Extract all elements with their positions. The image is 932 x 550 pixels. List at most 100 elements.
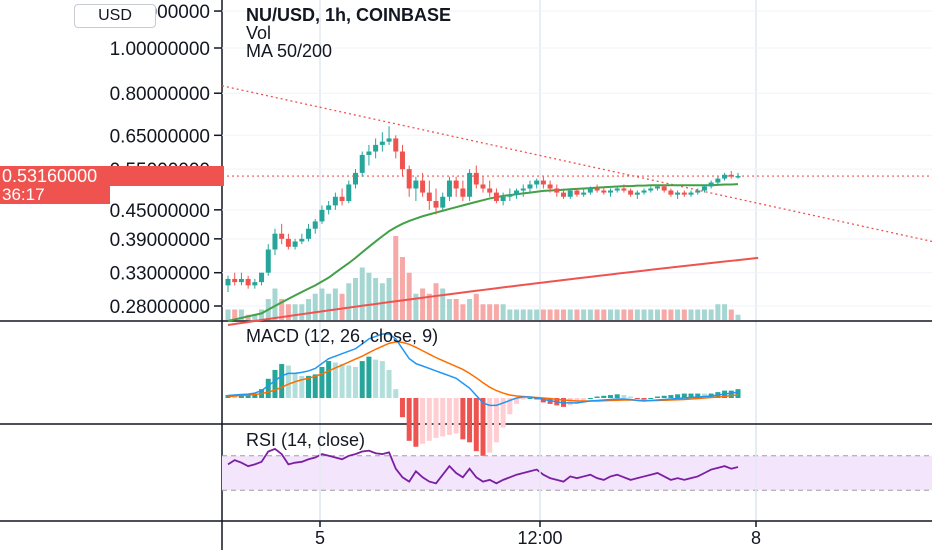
macd-histogram-bar	[634, 398, 640, 399]
volume-bar	[272, 288, 278, 320]
candle-body	[540, 180, 546, 185]
candle-body	[487, 188, 493, 193]
volume-bar	[379, 283, 385, 320]
candle-body	[587, 188, 593, 193]
macd-histogram-bar	[399, 398, 405, 418]
volume-bar	[399, 257, 405, 320]
macd-histogram-bar	[668, 395, 674, 398]
macd-histogram-bar	[386, 369, 392, 398]
candle-body	[634, 192, 640, 195]
volume-bar	[420, 288, 426, 320]
volume-bar	[722, 304, 728, 320]
volume-bar	[366, 272, 372, 320]
candle-body	[601, 190, 607, 193]
candle-body	[473, 172, 479, 185]
volume-bar	[708, 309, 714, 320]
macd-histogram-bar	[514, 398, 520, 404]
candle-body	[708, 182, 714, 187]
candle-body	[446, 180, 452, 197]
rsi-line	[227, 447, 739, 485]
candle-body	[527, 184, 533, 189]
volume-bar	[306, 299, 312, 320]
volume-bar	[259, 309, 265, 320]
macd-histogram-bar	[453, 398, 459, 434]
candle-body	[722, 174, 728, 179]
macd-histogram-bar	[306, 375, 312, 398]
volume-bar	[426, 293, 432, 320]
macd-histogram-bar	[366, 356, 372, 398]
volume-bar	[567, 309, 573, 320]
candle-body	[379, 141, 385, 145]
candle-body	[326, 205, 332, 210]
candle-body	[581, 192, 587, 195]
candle-body	[460, 188, 466, 197]
candle-body	[339, 196, 345, 202]
candle-body	[608, 190, 613, 193]
macd-histogram-bar	[648, 398, 654, 399]
macd-histogram-bar	[406, 398, 412, 441]
macd-histogram-bar	[339, 364, 345, 398]
volume-bar	[339, 293, 345, 320]
macd-histogram-bar	[279, 364, 285, 398]
price-tick-label: 0.65000000	[110, 126, 210, 147]
macd-histogram-bar	[446, 398, 452, 435]
volume-bar	[319, 288, 325, 320]
macd-histogram-bar	[735, 389, 741, 398]
candle-body	[520, 188, 526, 191]
macd-histogram-bar	[527, 398, 533, 399]
volume-bar	[675, 309, 681, 320]
macd-histogram-bar	[332, 362, 338, 398]
macd-histogram-bar	[728, 390, 734, 398]
volume-bar	[701, 309, 707, 320]
indicator-vol-label: Vol	[246, 23, 272, 43]
volume-bar	[386, 278, 392, 320]
volume-bar	[225, 309, 231, 320]
volume-bar	[238, 309, 244, 320]
volume-bar	[393, 236, 399, 320]
macd-histogram-bar	[245, 395, 251, 398]
current-price-tag: 0.53160000	[0, 166, 224, 186]
candle-body	[654, 186, 660, 189]
volume-bar	[346, 283, 352, 320]
volume-bar	[467, 299, 473, 320]
volume-bar	[574, 309, 580, 320]
macd-histogram-bar	[460, 398, 466, 440]
price-tick-label: 0.80000000	[110, 84, 210, 105]
volume-bar	[601, 309, 607, 320]
candle-body	[232, 278, 238, 283]
candle-body	[440, 196, 446, 208]
price-tick-label: 0.28000000	[110, 297, 210, 318]
candle-body	[681, 192, 687, 195]
macd-histogram-bar	[440, 398, 446, 437]
macd-histogram-bar	[413, 398, 419, 447]
candle-body	[574, 190, 580, 195]
macd-histogram-bar	[433, 398, 439, 438]
volume-bar	[252, 314, 258, 320]
volume-bar	[292, 304, 298, 320]
candle-body	[621, 188, 627, 191]
candle-body	[728, 174, 734, 177]
volume-bar	[681, 309, 687, 320]
macd-histogram-bar	[614, 394, 620, 398]
candle-countdown: 36:17	[0, 186, 110, 204]
macd-histogram-bar	[312, 374, 318, 398]
macd-histogram-bar	[661, 395, 667, 398]
volume-bar	[353, 278, 358, 320]
currency-badge[interactable]: USD	[74, 4, 156, 28]
volume-bar	[359, 267, 365, 320]
volume-bar	[621, 309, 627, 320]
candle-body	[534, 180, 540, 185]
candle-body	[259, 272, 265, 283]
macd-histogram-bar	[493, 398, 499, 443]
volume-bar	[547, 309, 553, 320]
macd-histogram-bar	[285, 365, 291, 398]
candle-body	[238, 278, 244, 283]
candle-body	[413, 180, 419, 189]
volume-bar	[641, 309, 647, 320]
volume-bar	[587, 309, 593, 320]
macd-histogram-bar	[641, 398, 647, 400]
macd-histogram-bar	[681, 393, 687, 398]
macd-histogram-bar	[594, 396, 600, 398]
volume-bar	[232, 309, 238, 320]
